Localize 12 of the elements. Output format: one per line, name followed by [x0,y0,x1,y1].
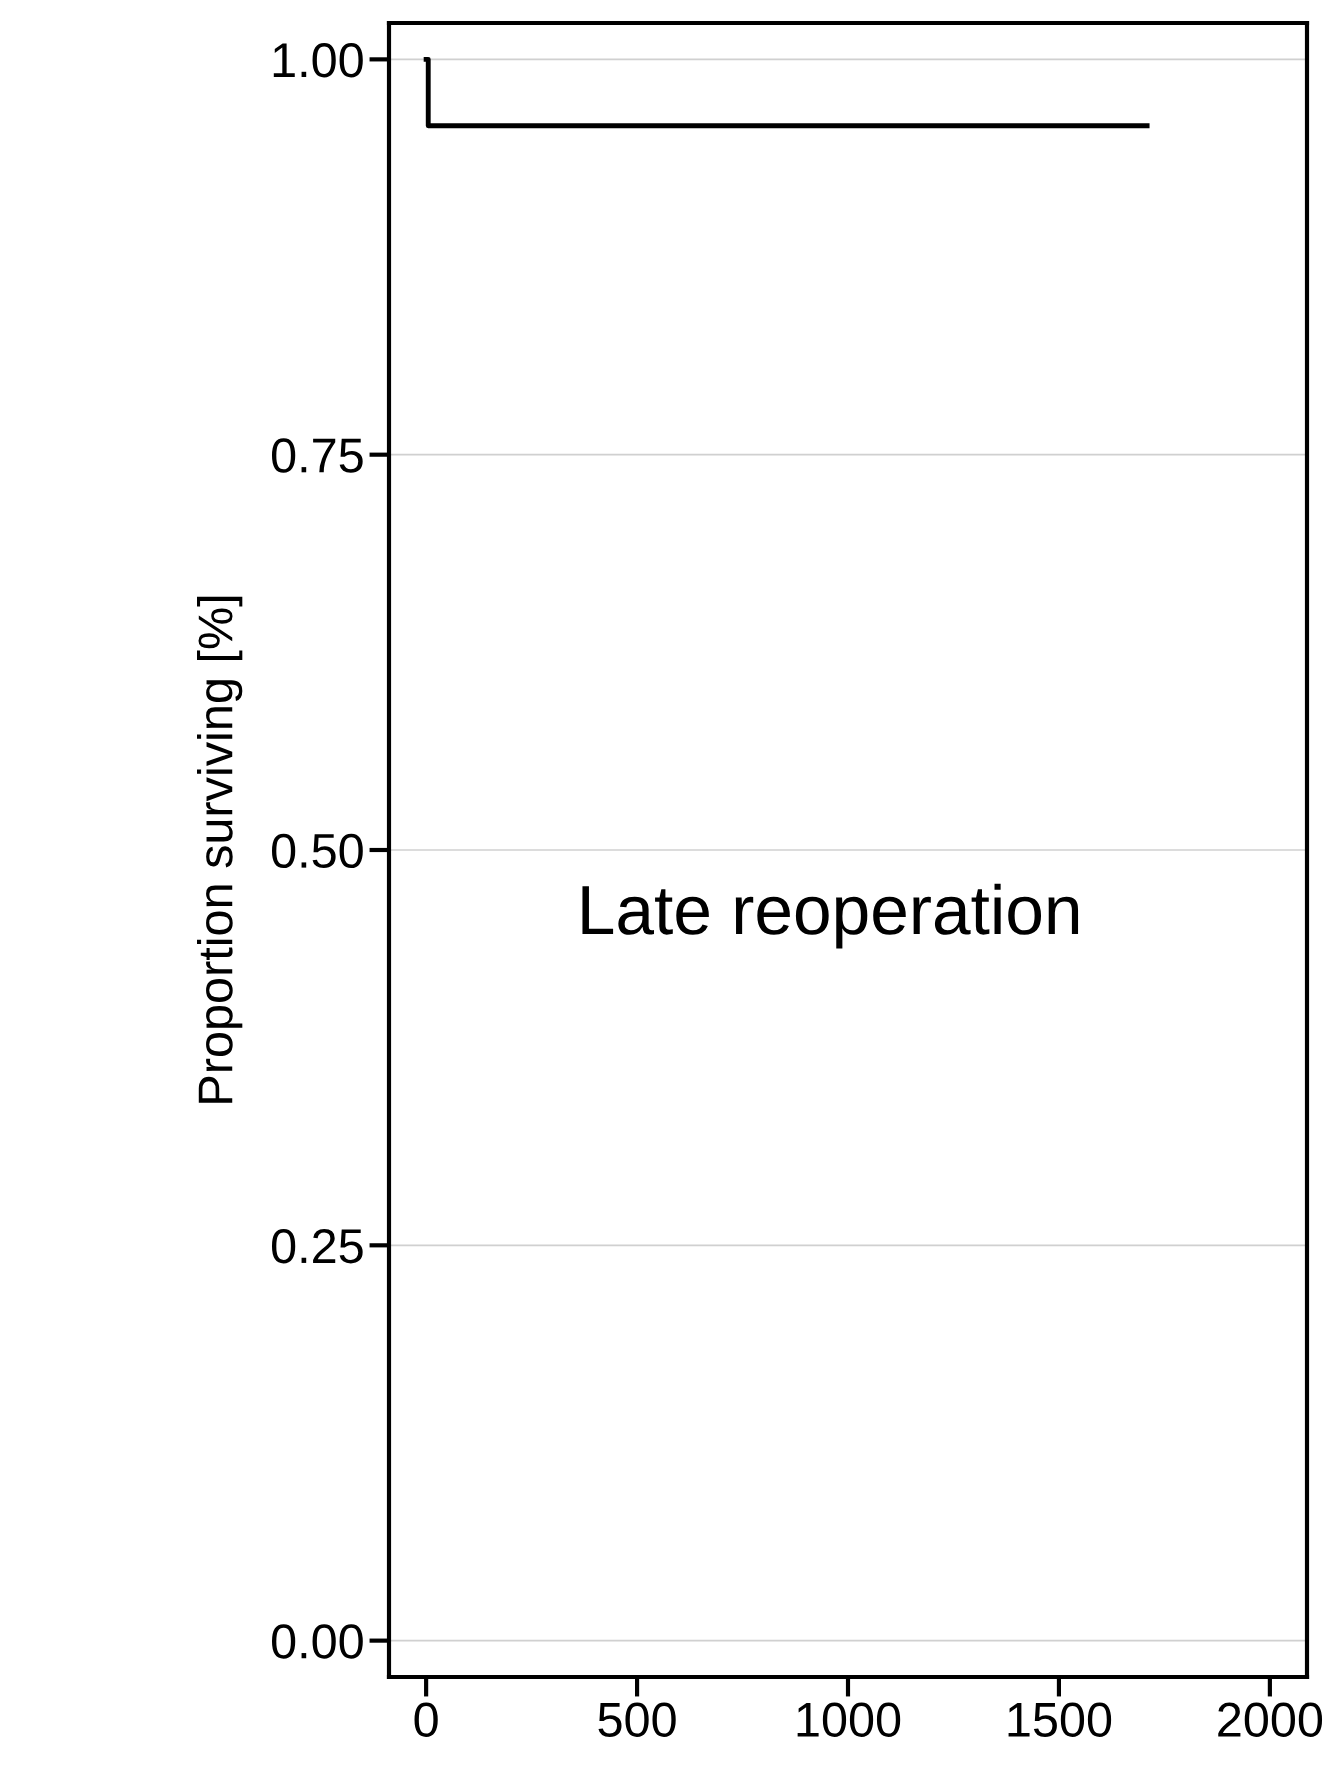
x-tick-label: 500 [598,1702,676,1738]
y-tick-label: 0.25 [271,1228,363,1264]
y-tick-label: 0.00 [271,1624,363,1659]
y-tick-label: 1.00 [273,43,363,78]
x-tick-label: 2000 [1218,1702,1323,1738]
y-axis-title: Proportion surviving [%] [197,596,243,1103]
y-tick-label: 0.50 [271,833,363,869]
x-tick-label: 1500 [1008,1702,1112,1738]
x-tick-label: 1000 [797,1702,901,1738]
y-tick-label: 0.75 [271,438,363,473]
x-tick-label: 0 [414,1702,438,1738]
annotation: Late reoperation [582,883,1079,949]
